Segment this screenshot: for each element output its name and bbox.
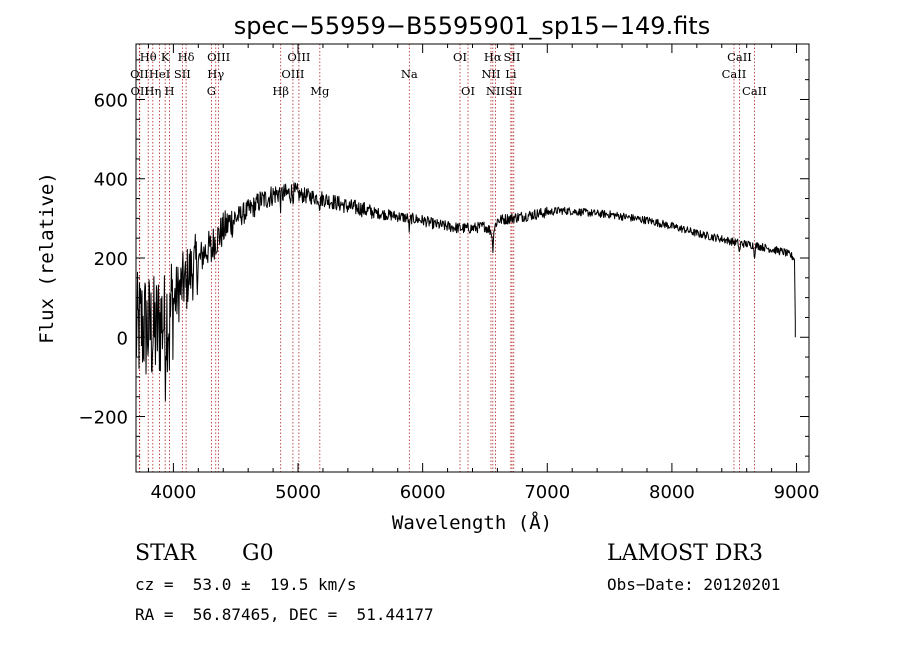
spectral-line-label: SII bbox=[504, 50, 521, 64]
spectral-line-label: Hα bbox=[484, 50, 502, 64]
x-axis-ticks: 4000 5000 6000 7000 8000 9000 bbox=[147, 44, 820, 503]
spectral-line-label: HeI bbox=[149, 67, 170, 81]
spectral-line-label: NII bbox=[486, 84, 505, 98]
x-tick-label: 9000 bbox=[774, 482, 820, 503]
y-tick-label: 600 bbox=[94, 90, 128, 111]
spectral-line-label: OI bbox=[453, 50, 467, 64]
spectral-line-label: CaII bbox=[727, 50, 752, 64]
spectral-line-label: Hη bbox=[144, 84, 161, 98]
x-tick-label: 5000 bbox=[275, 482, 321, 503]
spectral-line-label: OII bbox=[130, 84, 149, 98]
spectral-line-label: OIII bbox=[281, 67, 304, 81]
y-tick-label: 200 bbox=[94, 249, 128, 270]
x-tick-label: 4000 bbox=[150, 482, 196, 503]
spectral-line-label: OII bbox=[130, 67, 149, 81]
spectral-line-label: OI bbox=[461, 84, 475, 98]
y-tick-label: −200 bbox=[79, 408, 128, 429]
chart-title: spec−55959−B5595901_sp15−149.fits bbox=[234, 12, 710, 40]
spectral-line-label: Hθ bbox=[140, 50, 157, 64]
spectral-line-label: CaII bbox=[722, 67, 747, 81]
object-subclass: G0 bbox=[242, 541, 274, 566]
y-tick-label: 400 bbox=[94, 170, 128, 191]
spectral-line-label: H bbox=[165, 84, 175, 98]
plot-frame bbox=[135, 43, 810, 473]
spectral-line-label: Hβ bbox=[272, 84, 289, 98]
spectral-line-label: Hδ bbox=[178, 50, 195, 64]
spectral-line-label: Hγ bbox=[207, 67, 224, 81]
spectral-line-label: Na bbox=[401, 67, 418, 81]
sky-coordinates: RA = 56.87465, DEC = 51.44177 bbox=[135, 605, 434, 624]
x-tick-label: 8000 bbox=[649, 482, 695, 503]
x-tick-label: 7000 bbox=[524, 482, 570, 503]
spectral-line-label: G bbox=[207, 84, 216, 98]
spectral-line-label: SII bbox=[505, 84, 522, 98]
spectral-line-label: OIII bbox=[287, 50, 310, 64]
observation-date: Obs−Date: 20120201 bbox=[607, 575, 780, 594]
spectrum-line bbox=[135, 182, 796, 402]
spectral-line-label: NII bbox=[481, 67, 500, 81]
redshift-value: cz = 53.0 ± 19.5 km/s bbox=[135, 575, 357, 594]
spectral-line-label: CaII bbox=[742, 84, 767, 98]
object-class: STAR bbox=[135, 541, 197, 566]
spectral-line-label: Li bbox=[505, 67, 517, 81]
x-axis-label: Wavelength (Å) bbox=[392, 511, 552, 534]
spectral-line-label: OIII bbox=[207, 50, 230, 64]
spectral-line-label: Mg bbox=[310, 84, 330, 98]
x-tick-label: 6000 bbox=[400, 482, 446, 503]
y-axis-label: Flux (relative) bbox=[36, 172, 58, 344]
survey-name: LAMOST DR3 bbox=[607, 541, 763, 566]
spectral-line-markers bbox=[138, 44, 755, 472]
y-tick-label: 0 bbox=[117, 328, 128, 349]
spectral-line-label: K bbox=[161, 50, 170, 64]
y-axis-ticks: −200 0 200 400 600 bbox=[79, 59, 809, 457]
spectral-line-label: SII bbox=[174, 67, 191, 81]
